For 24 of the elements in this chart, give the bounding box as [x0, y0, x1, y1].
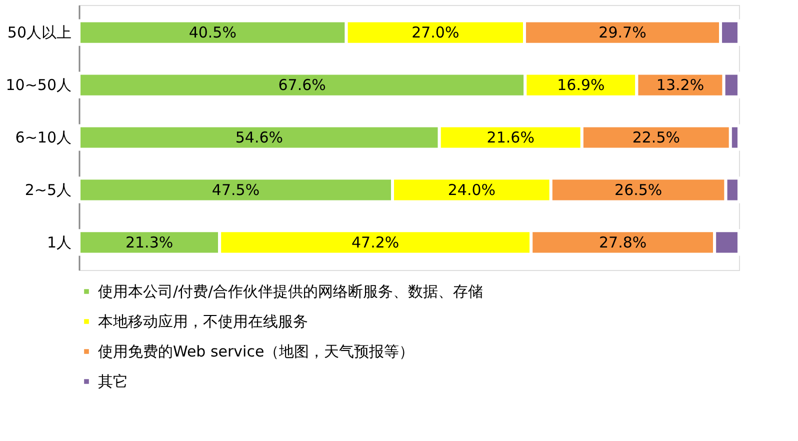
- data-label: 16.9%: [557, 76, 605, 94]
- data-label: 13.2%: [656, 76, 704, 94]
- y-tick-label: 2~5人: [24, 180, 72, 199]
- data-label: 54.6%: [235, 128, 284, 146]
- data-label: 47.2%: [352, 233, 400, 252]
- legend-label: 使用免费的Web service（地图，天气预报等）: [98, 342, 414, 360]
- data-label: 67.6%: [278, 76, 326, 94]
- data-label: 40.5%: [188, 24, 236, 42]
- y-tick-label: 50人以上: [7, 24, 72, 42]
- data-label: 27.8%: [599, 233, 647, 252]
- data-label: 24.0%: [448, 180, 496, 199]
- data-label: 22.5%: [632, 128, 680, 146]
- data-label: 21.3%: [125, 233, 174, 252]
- legend-label: 其它: [98, 372, 128, 390]
- y-tick-label: 10~50人: [6, 76, 72, 94]
- data-label: 26.5%: [614, 180, 662, 199]
- data-label: 47.5%: [212, 180, 260, 199]
- y-tick-label: 6~10人: [15, 128, 72, 146]
- data-label: 21.6%: [486, 128, 534, 146]
- data-label: 29.7%: [598, 24, 646, 42]
- legend-label: 使用本公司/付费/合作伙伴提供的网络断服务、数据、存储: [98, 282, 484, 300]
- y-tick-label: 1人: [46, 233, 72, 252]
- legend-label: 本地移动应用，不使用在线服务: [98, 312, 308, 330]
- data-label: 27.0%: [412, 24, 460, 42]
